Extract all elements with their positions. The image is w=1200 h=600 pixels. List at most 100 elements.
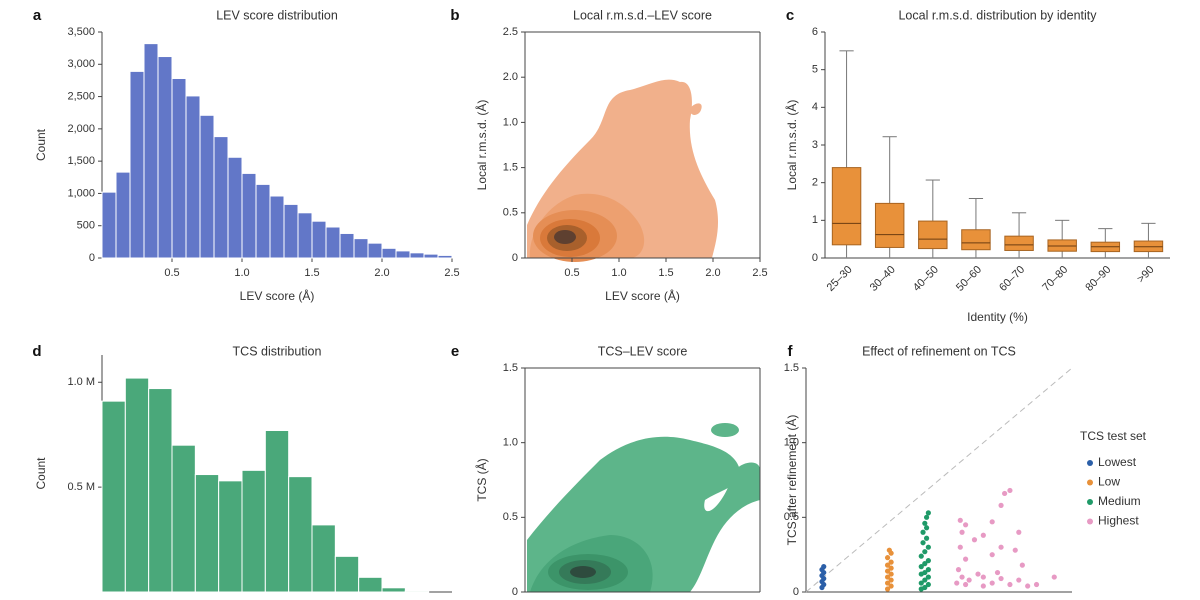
point [920,540,926,546]
y-tick-label: 1.5 [503,362,518,374]
box [874,202,905,248]
box [961,229,991,251]
y-tick-label: 3,500 [67,26,95,38]
bar [101,400,126,593]
bar [381,247,397,259]
y-tick-label: 1 [812,214,818,226]
x-tick-label: 2.5 [444,267,459,279]
y-axis-label: TCS (Å) [474,458,489,501]
bar [283,203,299,259]
bar [311,220,327,259]
x-tick-label: 80–90 [1083,264,1113,294]
point [888,571,894,577]
point [918,580,924,586]
y-tick-label: 2.5 [503,26,518,38]
point [925,558,931,564]
panel-title: Local r.m.s.d. distribution by identity [898,8,1097,22]
y-tick-label: 0.5 [503,511,518,523]
legend-label: Medium [1098,494,1141,508]
x-tick-label: 0.5 [164,267,179,279]
y-tick-label: 0 [512,586,518,598]
point [1016,529,1022,535]
bar [218,480,243,593]
y-tick-label: 3 [812,139,818,151]
y-tick-label: 2.0 [503,71,518,83]
point [922,561,928,567]
point [998,575,1004,582]
x-tick-label: 1.5 [658,267,673,279]
legend-title: TCS test set [1080,429,1147,443]
bar [157,56,173,259]
panel-title: Local r.m.s.d.–LEV score [573,8,712,22]
point [1007,487,1013,494]
bar [297,212,313,259]
point [925,581,931,588]
bar [199,114,215,259]
point [971,537,978,543]
point [925,574,931,580]
point [922,549,928,555]
point [888,565,894,571]
panel-letter: f [788,343,794,360]
bar [171,77,187,259]
point [920,529,926,535]
y-tick-label: 0.5 M [67,481,95,493]
point [918,564,924,570]
point [957,544,963,550]
bar [395,250,411,259]
point [886,547,892,553]
y-tick-label: 1,000 [67,187,95,199]
box [831,167,862,246]
point [922,584,928,591]
bar [288,476,313,593]
y-tick-label: 1.0 M [67,376,95,388]
legend-marker [1087,460,1093,466]
legend-label: Highest [1098,514,1139,528]
y-tick-label: 6 [812,26,818,38]
panel-letter: b [450,7,459,24]
density-b [527,79,719,262]
point [923,514,930,520]
density-e [527,423,760,592]
bar [124,377,150,593]
point [888,559,894,565]
point [980,574,986,580]
box [918,220,948,250]
point [925,510,931,516]
point [959,574,965,580]
x-tick-label: 2.5 [752,267,767,279]
point [1025,583,1031,589]
x-axis-label: LEV score (Å) [240,288,315,303]
point [1007,581,1013,588]
bar [353,238,369,259]
y-tick-label: 5 [812,64,818,76]
point [925,567,931,573]
point [884,562,891,568]
legend-marker [1087,499,1093,505]
x-axis-label: Identity (%) [967,310,1028,324]
point [884,574,891,580]
y-tick-label: 0 [793,586,799,598]
point [888,577,894,583]
bar [264,430,290,593]
x-tick-label: 50–60 [954,264,984,294]
point [1002,490,1008,497]
y-axis-label: Count [34,128,48,161]
y-tick-label: 4 [812,101,818,113]
y-tick-label: 0 [89,252,95,264]
bar [437,254,453,259]
y-axis-label: Local r.m.s.d. (Å) [784,100,799,191]
point [989,519,995,525]
bar [194,474,220,593]
y-tick-label: 1.0 [503,116,518,128]
bar [423,253,439,259]
panel-title: TCS distribution [233,344,322,358]
panel-title: TCS–LEV score [598,344,688,358]
bar [171,444,196,593]
bar [241,172,257,259]
point [821,564,827,570]
y-axis-label: Local r.m.s.d. (Å) [474,100,489,191]
point [1051,574,1057,580]
bar [404,590,430,593]
